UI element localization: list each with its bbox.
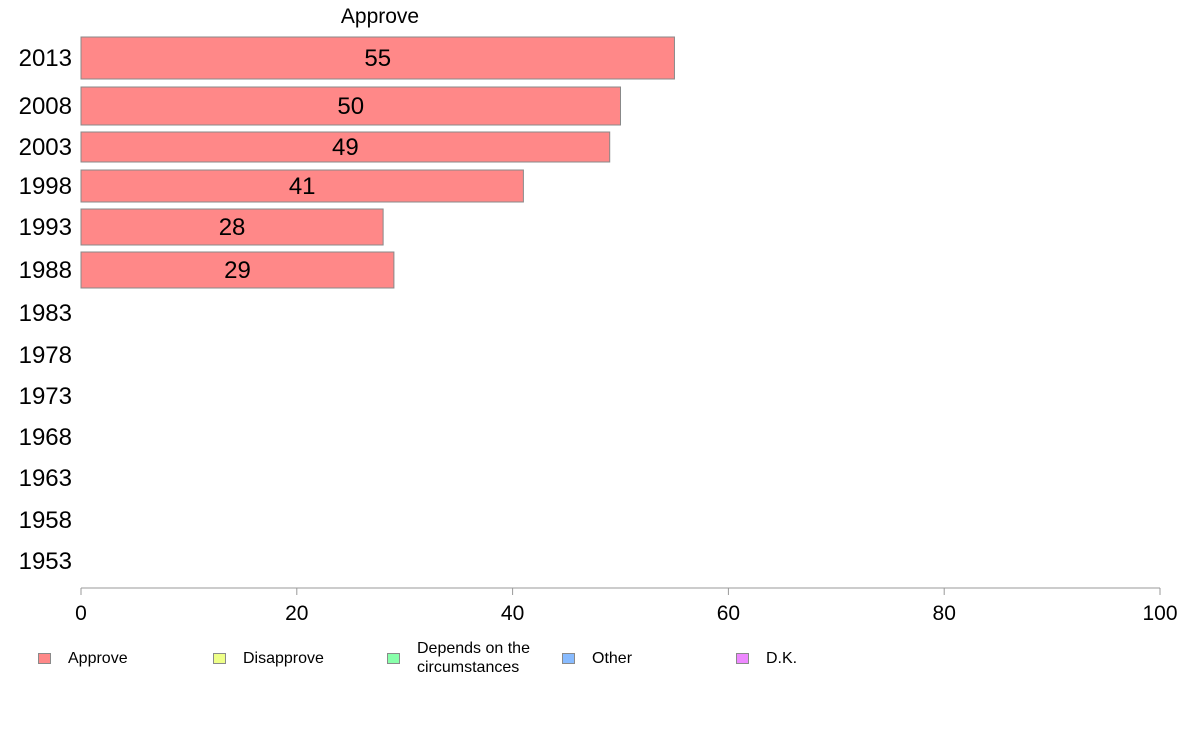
category-label: 2003 [19, 134, 72, 161]
x-tick-label: 0 [75, 602, 87, 625]
legend-item-dk: D.K. [736, 636, 797, 680]
bar [80, 36, 675, 80]
x-tick-label: 20 [285, 602, 308, 625]
x-tick-label: 60 [717, 602, 740, 625]
legend-label-disapprove: Disapprove [243, 649, 324, 667]
legend-label-depends: Depends on the circumstances [417, 640, 530, 676]
category-label: 1958 [19, 507, 72, 534]
legend-label-dk: D.K. [766, 649, 798, 667]
category-label: 2008 [19, 93, 72, 120]
legend-swatch-other [562, 652, 575, 664]
category-label: 1988 [19, 257, 72, 284]
legend-swatch-disapprove [213, 652, 226, 664]
legend-swatch-approve [38, 652, 51, 664]
bar-value-label: 49 [332, 134, 359, 161]
bar-value-label: 29 [224, 257, 251, 284]
bar-value-label: 41 [289, 173, 316, 200]
bar-value-label: 50 [337, 93, 364, 120]
category-label: 1998 [19, 173, 72, 200]
legend-item-other: Other [562, 636, 632, 680]
x-tick-label: 100 [1142, 602, 1177, 625]
legend-item-depends: Depends on the circumstances [387, 636, 530, 680]
category-label: 1968 [19, 424, 72, 451]
legend-label-approve: Approve [68, 649, 128, 667]
x-tick-label: 40 [501, 602, 524, 625]
category-label: 1973 [19, 383, 72, 410]
chart-title: Approve [340, 5, 420, 28]
category-label: 1978 [19, 342, 72, 369]
category-label: 1983 [19, 300, 72, 327]
bar-value-label: 28 [219, 214, 246, 241]
legend: Approve Disapprove Depends on the circum… [38, 636, 1138, 686]
legend-label-other: Other [592, 649, 633, 667]
category-label: 1963 [19, 465, 72, 492]
bar [80, 251, 395, 289]
bar [80, 169, 524, 203]
legend-swatch-depends [387, 652, 400, 664]
legend-swatch-dk [736, 652, 749, 664]
bar-value-label: 55 [364, 45, 391, 72]
x-tick-label: 80 [933, 602, 956, 625]
bar [80, 208, 384, 246]
bar [80, 86, 621, 126]
legend-item-approve: Approve [38, 636, 128, 680]
legend-item-disapprove: Disapprove [213, 636, 324, 680]
category-label: 1953 [19, 548, 72, 575]
category-label: 1993 [19, 214, 72, 241]
category-label: 2013 [19, 45, 72, 72]
bar [80, 131, 611, 163]
